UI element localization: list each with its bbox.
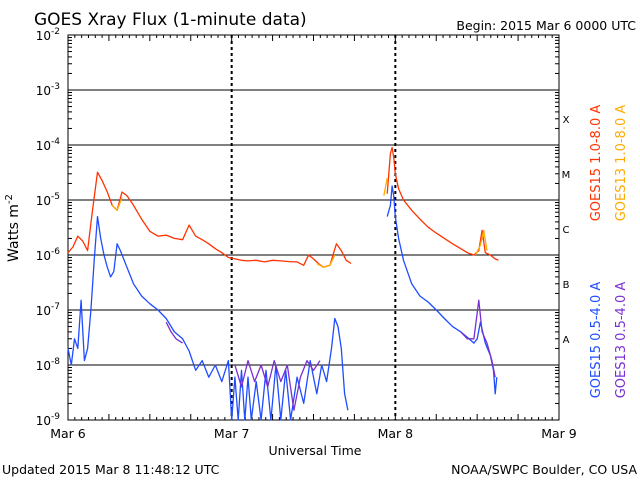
series-line (67, 171, 352, 268)
grid-layer (67, 34, 560, 421)
series-line (386, 146, 499, 261)
legend-entry: GOES15 1.0-8.0 A (589, 105, 604, 222)
x-tick-label: Mar 6 (50, 426, 86, 441)
legend: GOES15 1.0-8.0 A GOES13 1.0-8.0 A GOES15 0… (589, 105, 629, 399)
x-tick-label: Mar 8 (378, 426, 414, 441)
chart-title: GOES Xray Flux (1-minute data) (34, 10, 307, 30)
flare-class-label: M (562, 170, 571, 181)
x-tick-label: Mar 9 (541, 426, 577, 441)
flare-class-label: C (563, 225, 570, 236)
credit-text: NOAA/SWPC Boulder, CO USA (451, 462, 637, 477)
flare-class-label: A (563, 335, 570, 346)
series-layer (67, 146, 499, 421)
y-tick-label: 10-9 (36, 412, 61, 428)
flare-class-label: X (563, 115, 570, 126)
updated-timestamp: Updated 2015 Mar 8 11:48:12 UTC (2, 462, 220, 477)
y-tick-label: 10-8 (36, 357, 61, 373)
series-line (386, 185, 498, 395)
series-line (474, 229, 488, 256)
series-line (316, 254, 336, 268)
x-tick-label: Mar 7 (214, 426, 250, 441)
y-axis-label: Watts m-2 (4, 194, 22, 262)
y-tick-label: 10-4 (36, 137, 61, 153)
series-line (165, 321, 183, 344)
series-line (383, 177, 388, 196)
x-axis-label: Universal Time (269, 443, 362, 458)
flare-class-labels: A B C M X (562, 115, 571, 346)
plot-frame (67, 34, 560, 421)
flare-class-label: B (563, 280, 570, 291)
y-tick-labels: 10-9 10-8 10-7 10-6 10-5 10-4 10-3 10-2 (36, 27, 61, 428)
y-tick-label: 10-5 (36, 192, 60, 208)
series-line (111, 197, 123, 211)
y-tick-label: 10-2 (36, 27, 60, 43)
series-line (460, 299, 496, 378)
y-tick-label: 10-3 (36, 82, 60, 98)
begin-time-label: Begin: 2015 Mar 6 0000 UTC (456, 18, 636, 33)
legend-entry: GOES13 1.0-8.0 A (614, 105, 629, 222)
y-tick-label: 10-6 (36, 247, 61, 263)
y-tick-label: 10-7 (36, 302, 60, 318)
series-line (234, 359, 321, 411)
legend-entry: GOES15 0.5-4.0 A (589, 282, 604, 399)
series-line (67, 215, 349, 421)
x-tick-labels: Mar 6 Mar 7 Mar 8 Mar 9 (50, 426, 577, 441)
legend-entry: GOES13 0.5-4.0 A (614, 282, 629, 399)
